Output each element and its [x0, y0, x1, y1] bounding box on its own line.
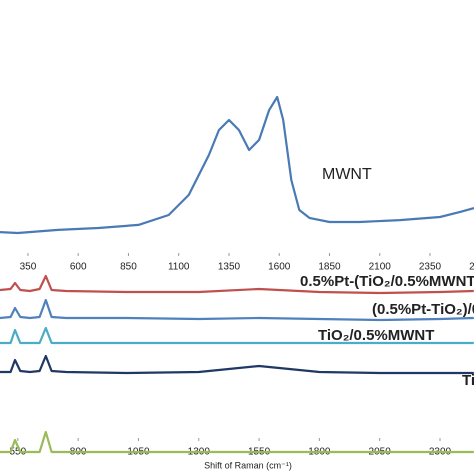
x-tick-label: 350: [20, 262, 37, 273]
series-label: TiO₂: [462, 372, 474, 389]
x-tick-label: 850: [120, 262, 137, 273]
series-line: [0, 274, 474, 295]
series-label: 0.5%Pt-(TiO₂/0.5%MWNT): [300, 273, 474, 290]
series-line: [0, 95, 474, 235]
series-label: (0.5%Pt-TiO₂)/0.5%MWNT: [372, 301, 474, 318]
x-tick-label: 1100: [168, 262, 190, 273]
x-axis-label: Shift of Raman (cm⁻¹): [204, 460, 292, 470]
x-tick-label: 2100: [369, 262, 392, 273]
annotation: MWNT: [322, 166, 372, 183]
series-line: [0, 298, 474, 322]
x-tick-label: 600: [70, 262, 87, 273]
series-line: [0, 354, 474, 375]
x-tick-label: 550: [10, 447, 27, 458]
x-tick-label: 2600: [469, 262, 474, 273]
x-tick-label: 1850: [318, 262, 341, 273]
x-tick-label: 1350: [218, 262, 241, 273]
series-line: [0, 430, 474, 454]
x-tick-label: 1600: [268, 262, 291, 273]
x-tick-label: 2350: [419, 262, 442, 273]
series-line: [0, 326, 474, 345]
series-label: TiO₂/0.5%MWNT: [318, 327, 434, 344]
